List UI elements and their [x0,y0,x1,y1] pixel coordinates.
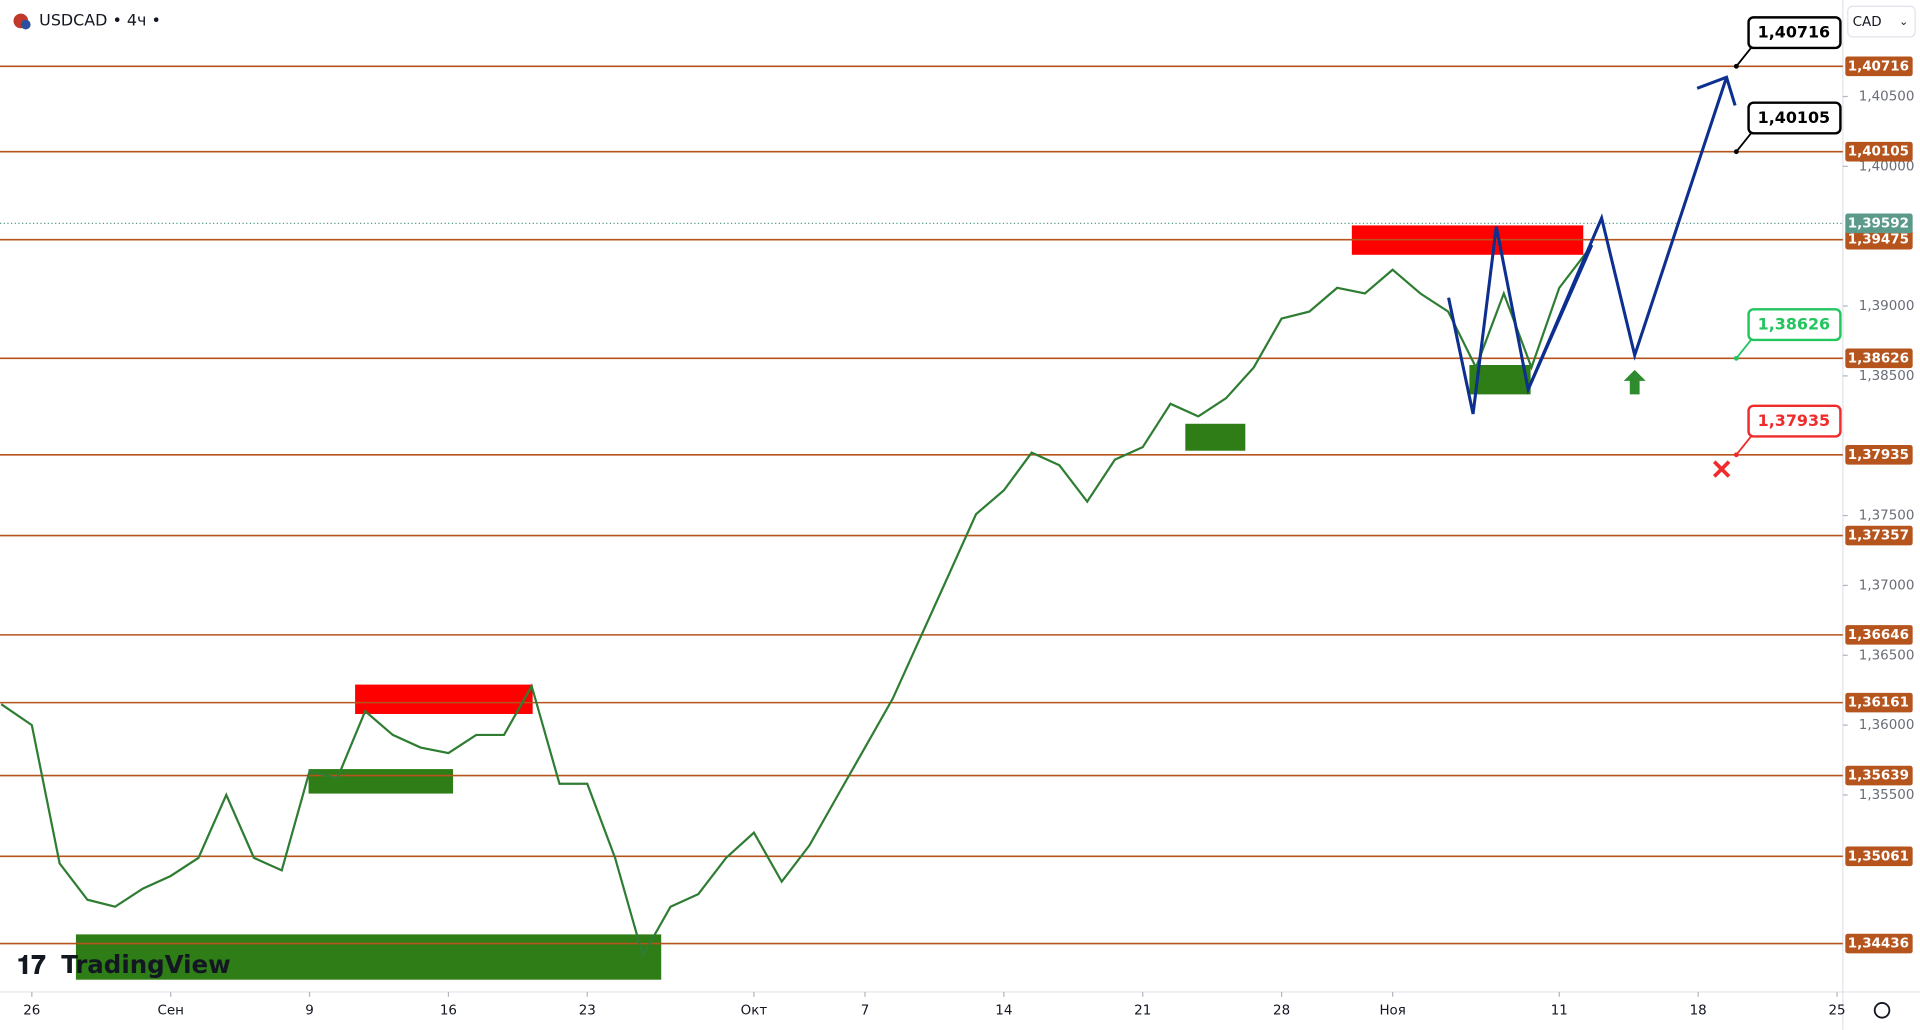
level-badge [1845,525,1913,546]
level-label: 1,37357 [1848,529,1909,544]
annotation-leader [1735,132,1752,153]
level-badge [1845,141,1913,162]
annotations: 1,40716 1,40105 1,38626 1,37935 [1733,16,1842,458]
annotation-label: 1,40716 [1758,23,1830,42]
level-badge [1845,692,1913,713]
brand-logo: TradingView [61,950,231,979]
level-badge [1845,846,1913,867]
x-tick-label: 26 [23,1003,40,1018]
x-tick-label: 7 [861,1003,870,1018]
axis: 1,40500 1,40000 1,39000 1,38500 1,37500 1,370… [23,56,1915,1018]
projection [1447,75,1737,478]
y-tick-label: 1,40000 [1859,159,1915,174]
stop-cross [1712,460,1731,478]
level-label: 1,36161 [1848,696,1909,711]
level-label: 1,39475 [1848,233,1909,248]
supply-zone [355,684,533,714]
arrow-head [1696,75,1737,106]
demand-zone [1185,423,1246,451]
y-tick-label: 1,37500 [1859,509,1915,524]
y-tick-label: 1,39000 [1859,299,1915,314]
y-tick-label: 1,36000 [1859,718,1915,733]
level-label: 1,40105 [1848,145,1909,160]
current-price-badge [1845,213,1913,234]
x-tick-label: 16 [440,1003,457,1018]
x-tick-label: 28 [1273,1003,1290,1018]
level-label: 1,38626 [1848,351,1909,366]
annotation-leader [1735,435,1752,456]
x-tick-label: 23 [579,1003,596,1018]
y-tick-label: 1,35500 [1859,788,1915,803]
level-badge [1845,348,1913,369]
currency-button[interactable] [1847,5,1916,38]
level-label: 1,35639 [1848,769,1909,784]
x-tick-label: 25 [1828,1003,1845,1018]
level-badge [1845,933,1913,954]
x-tick-label: Ноя [1379,1003,1405,1018]
x-tick-label: 11 [1551,1003,1568,1018]
y-tick-label: 1,37000 [1859,578,1915,593]
demand-zone [308,769,454,794]
annotation-label: 1,38626 [1758,315,1830,334]
x-tick-label: 21 [1134,1003,1151,1018]
y-tick-label: 1,38500 [1859,369,1915,384]
annotation-leader [1735,47,1752,67]
x-tick-label: 9 [305,1003,314,1018]
level-label: 1,35061 [1848,849,1909,864]
annotation-box [1747,404,1842,438]
annotation-box [1747,16,1842,50]
current-price-label: 1,39592 [1848,216,1909,231]
level-label: 1,34436 [1848,937,1909,952]
level-badge [1845,445,1913,465]
level-label: 1,36646 [1848,628,1909,643]
symbol-title: USDCAD • 4ч • [39,10,161,29]
y-tick-label: 1,40500 [1859,89,1915,104]
annotation-label: 1,37935 [1758,411,1830,430]
projection-path [1526,244,1594,391]
x-tick-label: Окт [741,1003,768,1018]
x-tick-label: 18 [1690,1003,1707,1018]
symbol-flag [20,19,31,30]
level-badge [1845,765,1913,786]
y-tick-label: 1,36500 [1859,648,1915,663]
level-badge [1845,625,1913,645]
series [0,250,1588,959]
level-label: 1,40716 [1848,59,1909,74]
annotation-box [1747,101,1842,135]
level-badge [1845,56,1913,77]
annotation-leader [1735,339,1752,359]
currency-caret[interactable]: ⌄ [1899,15,1908,28]
demand-zone [75,934,662,980]
price-line [0,250,1588,959]
level-label: 1,37935 [1848,448,1909,463]
brand-logo-mark: 𝟏𝟕 [17,951,46,981]
currency-label[interactable]: CAD [1853,15,1882,30]
x-tick-label: 14 [995,1003,1012,1018]
settings-button[interactable] [1873,1002,1891,1019]
up-arrow [1623,369,1646,395]
annotation-label: 1,40105 [1758,108,1830,127]
level-badge [1845,229,1913,250]
levels [0,65,1843,945]
annotation-box [1747,308,1842,342]
x-tick-label: Сен [157,1003,183,1018]
